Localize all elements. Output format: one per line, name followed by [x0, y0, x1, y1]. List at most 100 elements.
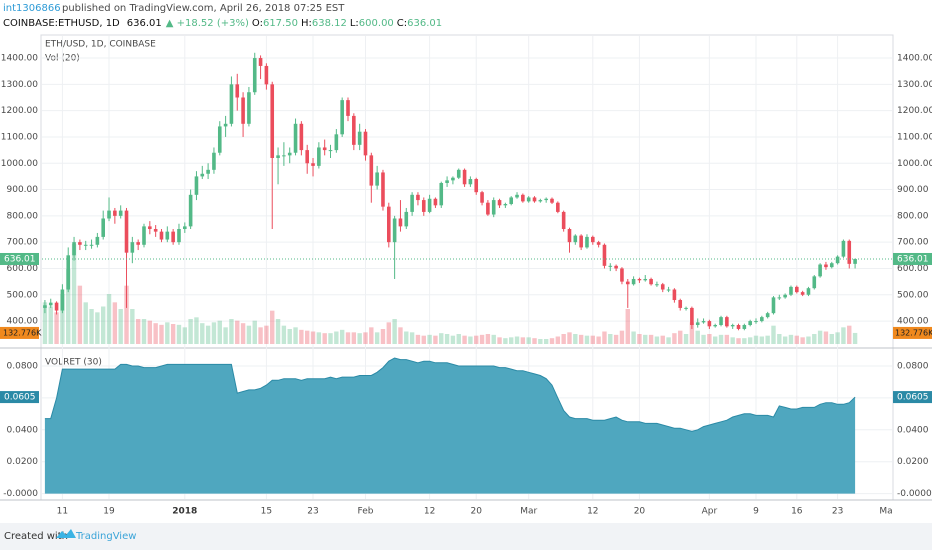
volume-bar	[660, 335, 665, 344]
volume-bar	[54, 312, 59, 344]
volume-bar	[415, 334, 421, 344]
volret-label: 0.0605	[897, 393, 929, 403]
y-tick-label: 500.00	[897, 290, 929, 300]
candle-body	[847, 240, 852, 264]
y-tick-label: 1200.00	[897, 106, 932, 116]
volume-bar	[648, 334, 654, 344]
volume-bar	[60, 294, 65, 344]
candle-body	[299, 123, 304, 151]
candle-body	[118, 210, 123, 216]
candle-body	[614, 265, 618, 269]
candle-body	[480, 192, 484, 203]
volume-bar	[404, 331, 409, 344]
volume-bar	[334, 331, 339, 344]
volret-line	[44, 357, 856, 432]
volume-bar	[724, 334, 730, 344]
x-tick-label: Feb	[358, 507, 374, 517]
candle-body	[468, 179, 473, 185]
volume-bar	[532, 338, 537, 344]
volume-bar	[112, 302, 118, 344]
candle-body	[526, 197, 531, 202]
x-tick-label: Ma	[879, 507, 892, 517]
candle-body	[765, 313, 770, 318]
volume-bar	[258, 327, 263, 344]
volume-bar	[153, 323, 158, 344]
candle-body	[124, 210, 129, 253]
y-tick-label: 1100.00	[1, 132, 38, 142]
volume-bar	[479, 334, 485, 344]
x-tick-label: 16	[791, 507, 803, 517]
volume-bar	[782, 336, 788, 344]
volume-bar	[683, 334, 689, 344]
volume-bar	[223, 327, 228, 344]
volume-bar	[759, 336, 765, 344]
candle-body	[334, 134, 339, 151]
volume-bar	[450, 335, 456, 344]
candle-body	[404, 211, 409, 227]
volume-bar	[316, 332, 322, 344]
brand[interactable]: TradingView	[75, 531, 136, 542]
volume-bar	[147, 320, 153, 344]
author[interactable]: int1306866	[3, 3, 61, 14]
y-tick-label: 500.00	[7, 290, 39, 300]
volume-bar	[229, 319, 234, 344]
volume-bar	[538, 339, 543, 344]
volume-bar	[66, 269, 71, 344]
volume-bar	[118, 309, 123, 344]
candle-body	[194, 176, 199, 195]
volume-bar	[386, 322, 391, 344]
volume-bar	[777, 334, 782, 344]
candle-body	[783, 294, 787, 298]
volret-area	[44, 358, 856, 494]
ohlc-value: 617.50	[263, 18, 298, 29]
candle-body	[247, 92, 251, 124]
volume-bar	[95, 312, 100, 344]
volume-bar	[596, 336, 601, 344]
y-tick-label: 0.0200	[897, 457, 929, 467]
volume-bar	[613, 334, 619, 344]
volume-label: 132.776K	[895, 328, 932, 337]
candle-body	[107, 210, 111, 219]
volume-bar	[328, 333, 333, 344]
volume-bar	[83, 302, 88, 344]
volume-bar	[293, 327, 298, 344]
candle-body	[235, 84, 240, 98]
candle-body	[217, 126, 222, 153]
candle-body	[305, 150, 309, 164]
volume-bar	[812, 334, 817, 344]
volume-bar	[159, 324, 164, 344]
volume-label-bg	[0, 326, 39, 339]
volret-title: VOLRET (30)	[45, 358, 102, 368]
candle-body	[183, 226, 187, 230]
volume-bar	[555, 336, 561, 344]
volume-bar	[497, 337, 502, 344]
candle-body	[550, 198, 554, 203]
volume-bar	[608, 334, 613, 344]
y-tick-label: 800.00	[897, 211, 929, 221]
volume-bar	[270, 310, 275, 344]
volume-bar	[695, 330, 700, 344]
candle-body	[328, 150, 333, 152]
candle-body	[719, 317, 723, 326]
candle-body	[538, 200, 543, 202]
candle-body	[392, 218, 397, 243]
candle-body	[188, 194, 193, 227]
y-tick-label: 0.0400	[7, 425, 39, 435]
volume-bar	[736, 338, 741, 344]
candle-body	[375, 172, 379, 186]
candle-body	[48, 302, 53, 306]
volume-bar	[345, 332, 351, 344]
candle-body	[585, 236, 589, 248]
candle-body	[293, 123, 298, 153]
candle-body	[643, 278, 648, 281]
candle-body	[713, 325, 717, 327]
volume-bar	[246, 325, 252, 344]
candle-body	[433, 198, 438, 206]
ohlc-value: 638.12	[312, 18, 347, 29]
volume-bar	[561, 334, 566, 344]
candle-body	[497, 200, 502, 206]
volume-bar	[421, 335, 426, 344]
candle-body	[655, 284, 659, 286]
candle-body	[625, 281, 630, 285]
candle-body	[142, 226, 146, 245]
